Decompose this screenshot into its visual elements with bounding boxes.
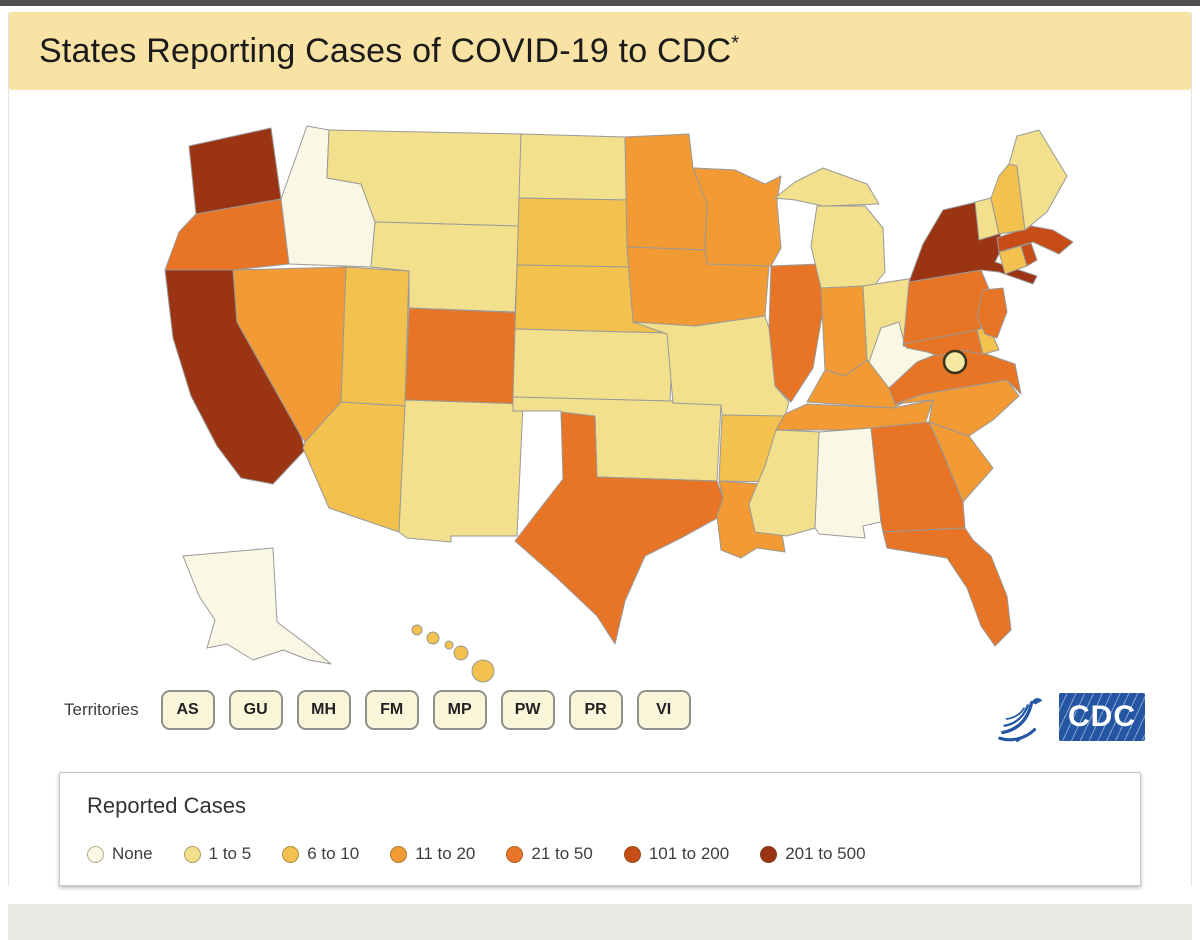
territory-buttons: AS GU MH FM MP PW PR VI xyxy=(160,690,691,730)
legend-item-none: None xyxy=(87,844,153,864)
legend-item-21to50: 21 to 50 xyxy=(506,844,593,864)
legend-label: 1 to 5 xyxy=(208,844,252,863)
legend-item-11to20: 11 to 20 xyxy=(390,844,475,864)
state-IL[interactable] xyxy=(768,263,824,403)
state-SD[interactable] xyxy=(516,197,631,268)
state-KS[interactable] xyxy=(512,328,674,402)
legend-label: 11 to 20 xyxy=(415,844,476,863)
state-AK[interactable] xyxy=(182,547,332,665)
legend-swatch-1to5 xyxy=(183,845,201,863)
state-HI[interactable] xyxy=(453,645,469,661)
top-accent-bar xyxy=(0,0,1200,6)
state-UT[interactable] xyxy=(340,266,410,407)
territories-row: Territories AS GU MH FM MP PW PR VI xyxy=(64,690,691,730)
legend-title: Reported Cases xyxy=(87,793,246,818)
title-bar: States Reporting Cases of COVID-19 to CD… xyxy=(9,12,1191,90)
legend-swatch-21to50 xyxy=(506,845,524,863)
bottom-section-edge xyxy=(8,904,1192,940)
territory-button-MP[interactable]: MP xyxy=(432,690,487,730)
state-HI[interactable] xyxy=(471,659,495,683)
page-content: States Reporting Cases of COVID-19 to CD… xyxy=(8,12,1192,886)
state-OK[interactable] xyxy=(512,396,722,482)
cdc-logo-box: CDC xyxy=(1059,693,1145,741)
us-choropleth-map xyxy=(164,125,1074,683)
territory-button-PW[interactable]: PW xyxy=(500,690,555,730)
state-MI[interactable] xyxy=(810,205,886,293)
territory-button-AS[interactable]: AS xyxy=(160,690,215,730)
state-CO[interactable] xyxy=(404,307,528,405)
legend-item-6to10: 6 to 10 xyxy=(282,844,359,864)
legend-items: None 1 to 5 6 to 10 11 to 20 21 to 50 101 to … xyxy=(87,844,1140,864)
legend-swatch-201to500 xyxy=(760,845,778,863)
hhs-eagle-icon xyxy=(998,698,1043,743)
state-MA[interactable] xyxy=(996,225,1074,255)
legend-label: 6 to 10 xyxy=(307,844,360,863)
territory-button-GU[interactable]: GU xyxy=(228,690,283,730)
territory-button-MH[interactable]: MH xyxy=(296,690,351,730)
state-FL[interactable] xyxy=(882,527,1012,647)
state-TX[interactable] xyxy=(514,411,724,645)
legend-item-1to5: 1 to 5 xyxy=(183,844,252,864)
state-WI[interactable] xyxy=(692,167,782,267)
map-area: Territories AS GU MH FM MP PW PR VI CDC xyxy=(9,90,1191,762)
state-NM[interactable] xyxy=(398,399,524,543)
legend-swatch-6to10 xyxy=(282,845,300,863)
state-HI[interactable] xyxy=(426,631,440,645)
legend-label: 21 to 50 xyxy=(531,844,593,863)
state-OR[interactable] xyxy=(164,198,290,271)
state-AL[interactable] xyxy=(814,427,882,539)
title-asterisk: * xyxy=(731,32,740,55)
cdc-logo[interactable]: CDC xyxy=(993,688,1145,746)
legend-label: 101 to 200 xyxy=(648,844,730,863)
state-MI[interactable] xyxy=(774,167,880,207)
legend-label: 201 to 500 xyxy=(785,844,866,863)
state-NJ[interactable] xyxy=(976,287,1008,339)
territory-button-FM[interactable]: FM xyxy=(364,690,419,730)
territories-label: Territories xyxy=(64,700,139,719)
territory-button-PR[interactable]: PR xyxy=(568,690,623,730)
state-HI[interactable] xyxy=(444,640,454,650)
state-NY[interactable] xyxy=(908,199,1038,285)
legend-swatch-11to20 xyxy=(390,845,408,863)
page-title: States Reporting Cases of COVID-19 to CD… xyxy=(39,31,740,70)
territory-button-VI[interactable]: VI xyxy=(636,690,691,730)
cdc-logo-text: CDC xyxy=(1068,700,1136,733)
state-ME[interactable] xyxy=(1008,129,1068,231)
state-IN[interactable] xyxy=(820,285,868,377)
state-ND[interactable] xyxy=(518,133,628,201)
legend-item-201to500: 201 to 500 xyxy=(760,844,866,864)
legend-panel: Reported Cases None 1 to 5 6 to 10 11 to 20… xyxy=(59,772,1141,886)
legend-swatch-none xyxy=(87,845,104,863)
legend-swatch-101to200 xyxy=(623,845,641,863)
dc-marker[interactable] xyxy=(942,349,968,375)
legend-label: None xyxy=(112,844,153,863)
state-HI[interactable] xyxy=(411,624,423,636)
legend-item-101to200: 101 to 200 xyxy=(623,844,730,864)
